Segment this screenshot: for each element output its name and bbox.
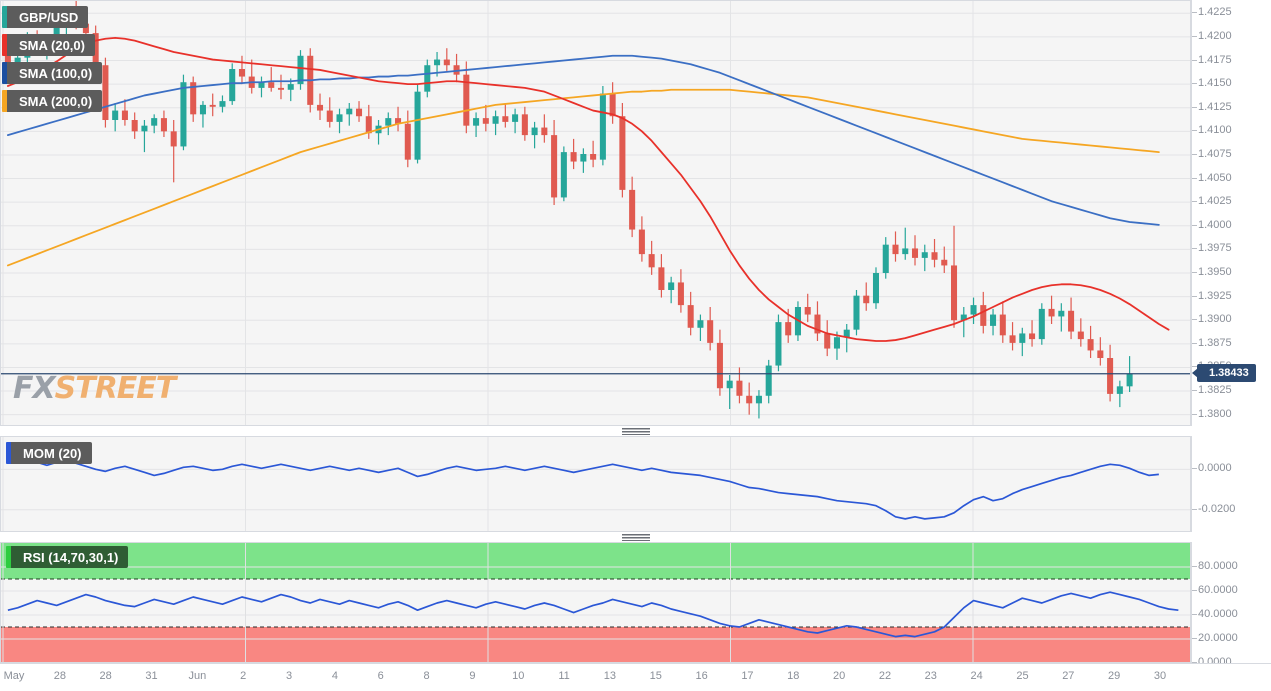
sma20-color-swatch xyxy=(2,34,7,56)
date-axis-tick: 17 xyxy=(741,670,754,682)
date-axis-tick: 11 xyxy=(558,670,570,682)
price-axis-tick: 1.3875 xyxy=(1192,336,1232,349)
momentum-panel xyxy=(0,436,1191,532)
date-axis-tick: 4 xyxy=(331,670,338,682)
date-axis-tick: 15 xyxy=(649,670,662,682)
drag-grip-icon xyxy=(621,427,650,435)
date-axis-tick: 30 xyxy=(1153,670,1167,682)
price-axis-tick: 1.3900 xyxy=(1192,313,1232,326)
price-chart-panel: FXSTREET xyxy=(0,0,1191,426)
price-axis-tick: 1.3825 xyxy=(1192,384,1232,397)
price-axis-tick: 1.4175 xyxy=(1192,53,1232,66)
fxstreet-watermark: FXSTREET xyxy=(13,371,177,406)
rsi-axis-tick: 40.0000 xyxy=(1192,608,1238,620)
mom-axis-tick: -0.0200 xyxy=(1191,502,1236,515)
legend-rsi-label: RSI (14,70,30,1) xyxy=(23,549,119,565)
mom-y-axis[interactable]: 0.0000 -0.0200 xyxy=(1191,436,1271,532)
price-axis-tick: 1.4150 xyxy=(1192,77,1232,90)
rsi-axis-tick: 60.0000 xyxy=(1192,584,1238,596)
date-axis-tick: 28 xyxy=(99,670,112,682)
mom-series-svg xyxy=(1,437,1190,531)
legend-sma100[interactable]: SMA (100,0) xyxy=(2,62,103,84)
legend-sma20-label: SMA (20,0) xyxy=(19,37,85,53)
date-axis-tick: 20 xyxy=(832,670,846,682)
price-axis-tick: 1.4050 xyxy=(1192,171,1232,184)
rsi-panel xyxy=(0,542,1191,663)
date-axis-tick: 24 xyxy=(970,670,983,682)
current-price-badge: 1.38433 xyxy=(1192,363,1256,382)
rsi-axis-tick: 80.0000 xyxy=(1192,560,1238,572)
drag-grip-icon xyxy=(621,533,650,541)
date-axis-tick: Jun xyxy=(188,670,207,682)
price-axis-tick: 1.4200 xyxy=(1192,29,1232,42)
date-axis-tick: 16 xyxy=(695,670,708,682)
date-axis-tick: 8 xyxy=(423,670,430,682)
price-axis-tick: 1.4025 xyxy=(1192,195,1232,208)
current-price-value: 1.38433 xyxy=(1209,366,1249,379)
legend-symbol[interactable]: GBP/USD xyxy=(2,6,89,28)
rsi-plot-area[interactable] xyxy=(1,543,1190,662)
date-axis-tick: 2 xyxy=(240,670,247,682)
price-axis-tick: 1.4225 xyxy=(1192,6,1232,19)
legend-mom-label: MOM (20) xyxy=(23,445,82,461)
panel-resize-handle-1[interactable] xyxy=(0,426,1271,436)
legend-sma200[interactable]: SMA (200,0) xyxy=(2,90,103,112)
price-series-svg xyxy=(1,1,1190,425)
rsi-y-axis[interactable]: 80.0000 60.0000 40.0000 20.0000 0.0000 xyxy=(1191,542,1271,668)
legend-symbol-label: GBP/USD xyxy=(19,9,79,25)
mom-color-swatch xyxy=(6,442,11,464)
date-axis-tick: 22 xyxy=(878,670,892,682)
sma100-color-swatch xyxy=(2,62,7,84)
price-plot-area[interactable] xyxy=(1,1,1190,425)
date-axis-tick: 6 xyxy=(377,670,384,682)
date-x-axis[interactable]: May 28 28 31 Jun 2 3 4 6 8 9 10 11 13 15 16 17 18 20 22 23 24… xyxy=(0,663,1271,691)
price-axis-tick: 1.3975 xyxy=(1192,242,1232,255)
date-axis-tick: 23 xyxy=(924,670,937,682)
legend-mom[interactable]: MOM (20) xyxy=(6,442,92,464)
date-axis-tick: May xyxy=(3,670,25,682)
price-axis-tick: 1.4000 xyxy=(1192,218,1232,231)
date-axis-tick: 9 xyxy=(469,670,476,682)
price-axis-tick: 1.4075 xyxy=(1192,147,1232,160)
price-axis-tick: 1.4100 xyxy=(1192,124,1232,137)
legend-sma20[interactable]: SMA (20,0) xyxy=(2,34,95,56)
watermark-fx: FX xyxy=(13,371,56,406)
date-axis-tick: 28 xyxy=(53,670,66,682)
legend-rsi[interactable]: RSI (14,70,30,1) xyxy=(6,546,129,568)
rsi-axis-tick: 20.0000 xyxy=(1192,632,1238,644)
rsi-series-svg xyxy=(1,543,1190,662)
mom-plot-area[interactable] xyxy=(1,437,1190,531)
date-axis-tick: 27 xyxy=(1062,670,1075,682)
watermark-street: STREET xyxy=(54,371,177,406)
legend-sma200-label: SMA (200,0) xyxy=(19,93,93,109)
date-axis-tick: 3 xyxy=(285,670,293,682)
legend-sma100-label: SMA (100,0) xyxy=(19,65,93,81)
price-axis-tick: 1.3925 xyxy=(1192,289,1232,302)
date-axis-tick: 25 xyxy=(1016,670,1029,682)
date-axis-tick: 10 xyxy=(512,670,525,682)
panel-resize-handle-2[interactable] xyxy=(0,532,1271,542)
date-axis-tick: 18 xyxy=(787,670,800,682)
date-axis-tick: 31 xyxy=(145,670,158,682)
price-y-axis[interactable]: 1.4225 1.4200 1.4175 1.4150 1.4125 1.4100 1.40… xyxy=(1191,0,1271,426)
mom-axis-tick: 0.0000 xyxy=(1192,462,1232,475)
price-axis-tick: 1.3950 xyxy=(1192,266,1232,278)
symbol-color-swatch xyxy=(2,6,7,28)
rsi-color-swatch xyxy=(6,546,11,568)
sma200-color-swatch xyxy=(2,90,7,112)
date-axis-tick: 13 xyxy=(603,670,617,682)
price-axis-tick: 1.3800 xyxy=(1192,407,1232,420)
date-axis-tick: 29 xyxy=(1108,670,1121,682)
price-axis-tick: 1.4125 xyxy=(1192,100,1232,113)
